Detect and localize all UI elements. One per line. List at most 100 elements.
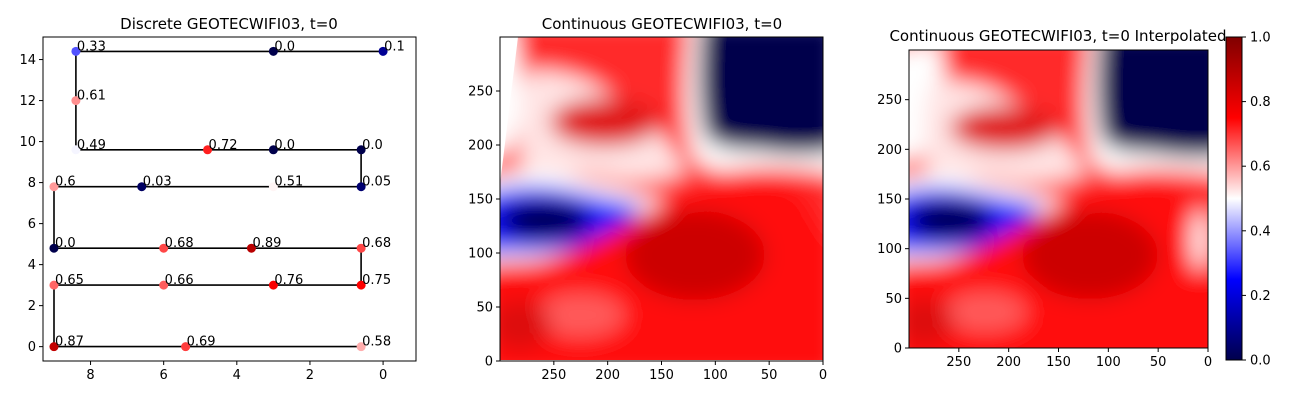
data-label: 0.61 <box>77 89 106 104</box>
y-tick-label: 6 <box>28 217 36 232</box>
x-tick-label: 50 <box>761 368 778 383</box>
y-tick-label: 50 <box>885 292 902 307</box>
x-tick-label: 100 <box>703 368 728 383</box>
data-label: 0.1 <box>384 39 405 54</box>
colorbar-tick-label: 0.4 <box>1250 224 1271 239</box>
data-label: 0.68 <box>362 236 391 251</box>
x-tick-label: 2 <box>306 368 314 383</box>
data-point <box>181 342 191 352</box>
y-tick-label: 8 <box>28 176 36 191</box>
x-tick-label: 200 <box>996 355 1021 370</box>
data-point <box>49 280 59 290</box>
data-point <box>268 46 278 56</box>
data-point <box>356 182 366 192</box>
y-tick-label: 100 <box>468 247 493 262</box>
data-point <box>268 182 278 192</box>
y-tick-label: 150 <box>468 193 493 208</box>
y-tick-label: 4 <box>28 258 36 273</box>
data-point <box>159 280 169 290</box>
data-point <box>356 145 366 155</box>
data-point <box>268 280 278 290</box>
data-point <box>246 243 256 253</box>
y-tick-label: 150 <box>877 193 902 208</box>
data-label: 0.65 <box>55 273 84 288</box>
data-point <box>71 145 81 155</box>
data-point <box>356 280 366 290</box>
data-label: 0.05 <box>362 175 391 190</box>
data-label: 0.51 <box>274 175 303 190</box>
y-tick-label: 0 <box>28 340 36 355</box>
data-label: 0.33 <box>77 39 106 54</box>
x-tick-label: 8 <box>86 368 94 383</box>
y-tick-label: 200 <box>877 143 902 158</box>
x-tick-label: 200 <box>595 368 620 383</box>
plot-area-discrete <box>42 36 417 362</box>
colorbar-tick-label: 0.2 <box>1250 289 1271 304</box>
data-label: 0.0 <box>274 138 295 153</box>
data-point <box>356 243 366 253</box>
x-axis-ticks: 250 200 150 100 50 0 <box>946 348 1212 370</box>
data-point <box>49 182 59 192</box>
colorbar-gradient <box>1225 36 1243 361</box>
x-tick-label: 250 <box>946 355 971 370</box>
colorbar-ticks: 0.0 0.2 0.4 0.6 0.8 1.0 <box>1242 31 1271 369</box>
colorbar-tick-label: 0.8 <box>1250 95 1271 110</box>
data-point <box>137 182 147 192</box>
x-tick-label: 100 <box>1096 355 1121 370</box>
y-tick-label: 50 <box>476 301 493 316</box>
y-axis-ticks: 0 2 4 6 8 10 12 14 <box>19 53 43 355</box>
x-tick-label: 250 <box>541 368 566 383</box>
panel-continuous: Continuous GEOTECWIFI03, t=0 250 200 150 10… <box>468 15 827 383</box>
data-label: 0.58 <box>362 335 391 350</box>
data-label: 0.89 <box>252 236 281 251</box>
data-point <box>203 145 213 155</box>
x-tick-label: 4 <box>233 368 241 383</box>
data-point <box>378 46 388 56</box>
x-tick-label: 50 <box>1150 355 1167 370</box>
y-tick-label: 100 <box>877 242 902 257</box>
chart-title-continuous: Continuous GEOTECWIFI03, t=0 <box>542 15 782 33</box>
data-label: 0.03 <box>143 175 172 190</box>
x-tick-label: 0 <box>1204 355 1212 370</box>
y-tick-label: 12 <box>19 94 36 109</box>
heatmap-interpolated <box>909 50 1208 348</box>
data-label: 0.72 <box>209 138 238 153</box>
y-tick-label: 0 <box>485 355 493 370</box>
data-label: 0.66 <box>165 273 194 288</box>
chart-title-discrete: Discrete GEOTECWIFI03, t=0 <box>120 15 338 33</box>
data-point <box>268 145 278 155</box>
x-axis-ticks: 8 6 4 2 0 <box>86 361 387 383</box>
y-tick-label: 14 <box>19 53 36 68</box>
y-tick-label: 200 <box>468 139 493 154</box>
data-point <box>71 46 81 56</box>
data-label: 0.68 <box>165 236 194 251</box>
chart-title-interpolated: Continuous GEOTECWIFI03, t=0 Interpolate… <box>889 27 1226 45</box>
data-label: 0.75 <box>362 273 391 288</box>
data-label: 0.76 <box>274 273 303 288</box>
x-tick-label: 150 <box>1046 355 1071 370</box>
data-label: 0.0 <box>274 39 295 54</box>
x-tick-label: 6 <box>160 368 168 383</box>
panel-discrete: Discrete GEOTECWIFI03, t=0 0.33 0.0 0.1 0.6… <box>19 15 417 383</box>
y-tick-label: 250 <box>468 85 493 100</box>
y-tick-label: 10 <box>19 135 36 150</box>
data-point <box>71 96 81 106</box>
data-point <box>159 243 169 253</box>
route-line <box>53 50 384 348</box>
data-label: 0.0 <box>362 138 383 153</box>
colorbar-tick-label: 0.0 <box>1250 354 1271 369</box>
data-point <box>49 342 59 352</box>
data-label: 0.69 <box>187 335 216 350</box>
data-label: 0.87 <box>55 335 84 350</box>
panel-interpolated: Continuous GEOTECWIFI03, t=0 Interpolate… <box>877 27 1271 370</box>
x-tick-label: 150 <box>649 368 674 383</box>
y-tick-label: 2 <box>28 299 36 314</box>
y-tick-label: 0 <box>894 342 902 357</box>
data-point <box>49 243 59 253</box>
colorbar-tick-label: 0.6 <box>1250 160 1271 175</box>
heatmap-continuous <box>500 37 823 360</box>
data-points <box>49 46 388 352</box>
x-tick-label: 0 <box>819 368 827 383</box>
colorbar-tick-label: 1.0 <box>1250 31 1271 46</box>
